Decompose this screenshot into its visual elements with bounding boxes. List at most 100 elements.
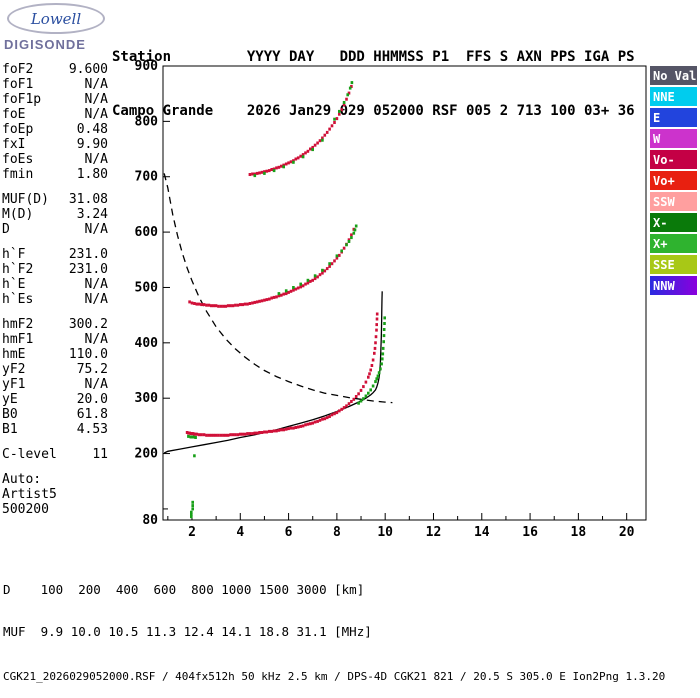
echo-point [342,103,346,107]
echo-point [194,436,197,439]
echo-point [299,424,302,428]
echo-point [367,391,370,395]
echo-point [364,380,368,384]
parameter-value: N/A [84,107,108,122]
x-axis-tick-label: 8 [333,525,341,540]
digisonde-logo: Lowell DIGISONDE [4,3,114,52]
echo-point [236,303,240,307]
echo-point [350,236,353,240]
parameter-row: 500200 [2,502,108,517]
parameter-label: foEp [2,122,34,137]
echo-point [299,282,302,286]
echo-point [382,328,386,331]
echo-point [306,149,310,153]
echo-point [188,300,191,304]
parameter-row: h`E N/A [2,277,108,292]
echo-point [311,421,314,425]
y-axis-tick-label: 400 [135,336,159,351]
parameter-row: yF1 N/A [2,377,108,392]
echo-point [255,171,259,175]
echo-point [294,426,298,429]
echo-point [205,433,208,437]
echo-point [265,298,269,302]
echo-point [364,394,368,398]
echo-point [282,163,285,167]
echo-point [328,127,331,131]
x-axis-tick-label: 20 [619,525,635,540]
parameter-label: yE [2,392,18,407]
echo-point [309,279,312,283]
echo-point [224,433,228,437]
echo-point [306,422,310,426]
echo-point [321,268,324,272]
echo-point [342,406,346,410]
echo-point [362,397,365,401]
muf-transmission-curve [163,173,393,404]
parameter-label: foF1 [2,77,34,92]
parameter-value: 75.2 [76,362,108,377]
echo-point [333,117,336,121]
parameter-label: Artist5 [2,487,57,502]
echo-point [251,432,254,436]
legend-item-x-: X- [650,213,697,232]
echo-point [268,297,271,301]
echo-point [270,168,273,171]
parameter-row: B1 4.53 [2,422,108,437]
echo-point [375,377,378,381]
echo-point [246,302,249,306]
echo-point [328,264,331,268]
echo-point [330,262,334,266]
echo-point [265,430,269,434]
echo-point [333,412,336,416]
echo-point [272,167,276,171]
echo-point [253,174,257,178]
echo-point [277,294,281,298]
echo-point [190,515,193,519]
echo-point [296,425,300,429]
echo-point [219,304,223,308]
parameter-value: 20.0 [76,392,108,407]
echo-point [304,151,307,155]
echo-point [195,302,199,306]
series-e-region-echoes [190,500,194,519]
echo-point [248,432,252,436]
echo-point [234,433,237,437]
echo-point [231,433,235,437]
echo-point [328,262,331,266]
x-axis-tick-label: 14 [474,525,490,540]
echo-point [277,292,281,296]
x-axis-tick-label: 10 [377,525,393,540]
parameter-row: foF2 9.600 [2,62,108,77]
echo-point [243,302,247,306]
echo-point [382,340,385,344]
parameter-row: fmin 1.80 [2,167,108,182]
parameter-label: foF1p [2,92,42,107]
echo-point [333,121,336,124]
echo-point [214,304,218,308]
echo-point [316,275,319,279]
echo-point [197,302,201,306]
echo-point [345,404,348,408]
y-axis-tick-label: 500 [135,280,159,295]
parameter-value: N/A [84,152,108,167]
echo-point [301,155,305,159]
legend-item-ssw: SSW [650,192,697,211]
y-axis-tick-label: 80 [142,513,158,528]
echo-point [217,433,220,437]
parameter-value: 1.80 [76,167,108,182]
parameter-value: 231.0 [68,247,108,262]
echo-point [318,139,322,143]
echo-point [270,429,273,433]
echo-point [258,171,261,175]
echo-point [226,433,230,437]
echo-point [253,300,257,304]
echo-point [330,124,334,128]
echo-point [277,165,281,169]
echo-point [239,303,242,307]
parameter-label: C-level [2,447,57,462]
echo-point [287,290,290,294]
echo-point [301,284,305,288]
echo-point [234,303,237,307]
series-second-hop-o-mode [188,227,356,308]
echo-point [258,299,261,303]
